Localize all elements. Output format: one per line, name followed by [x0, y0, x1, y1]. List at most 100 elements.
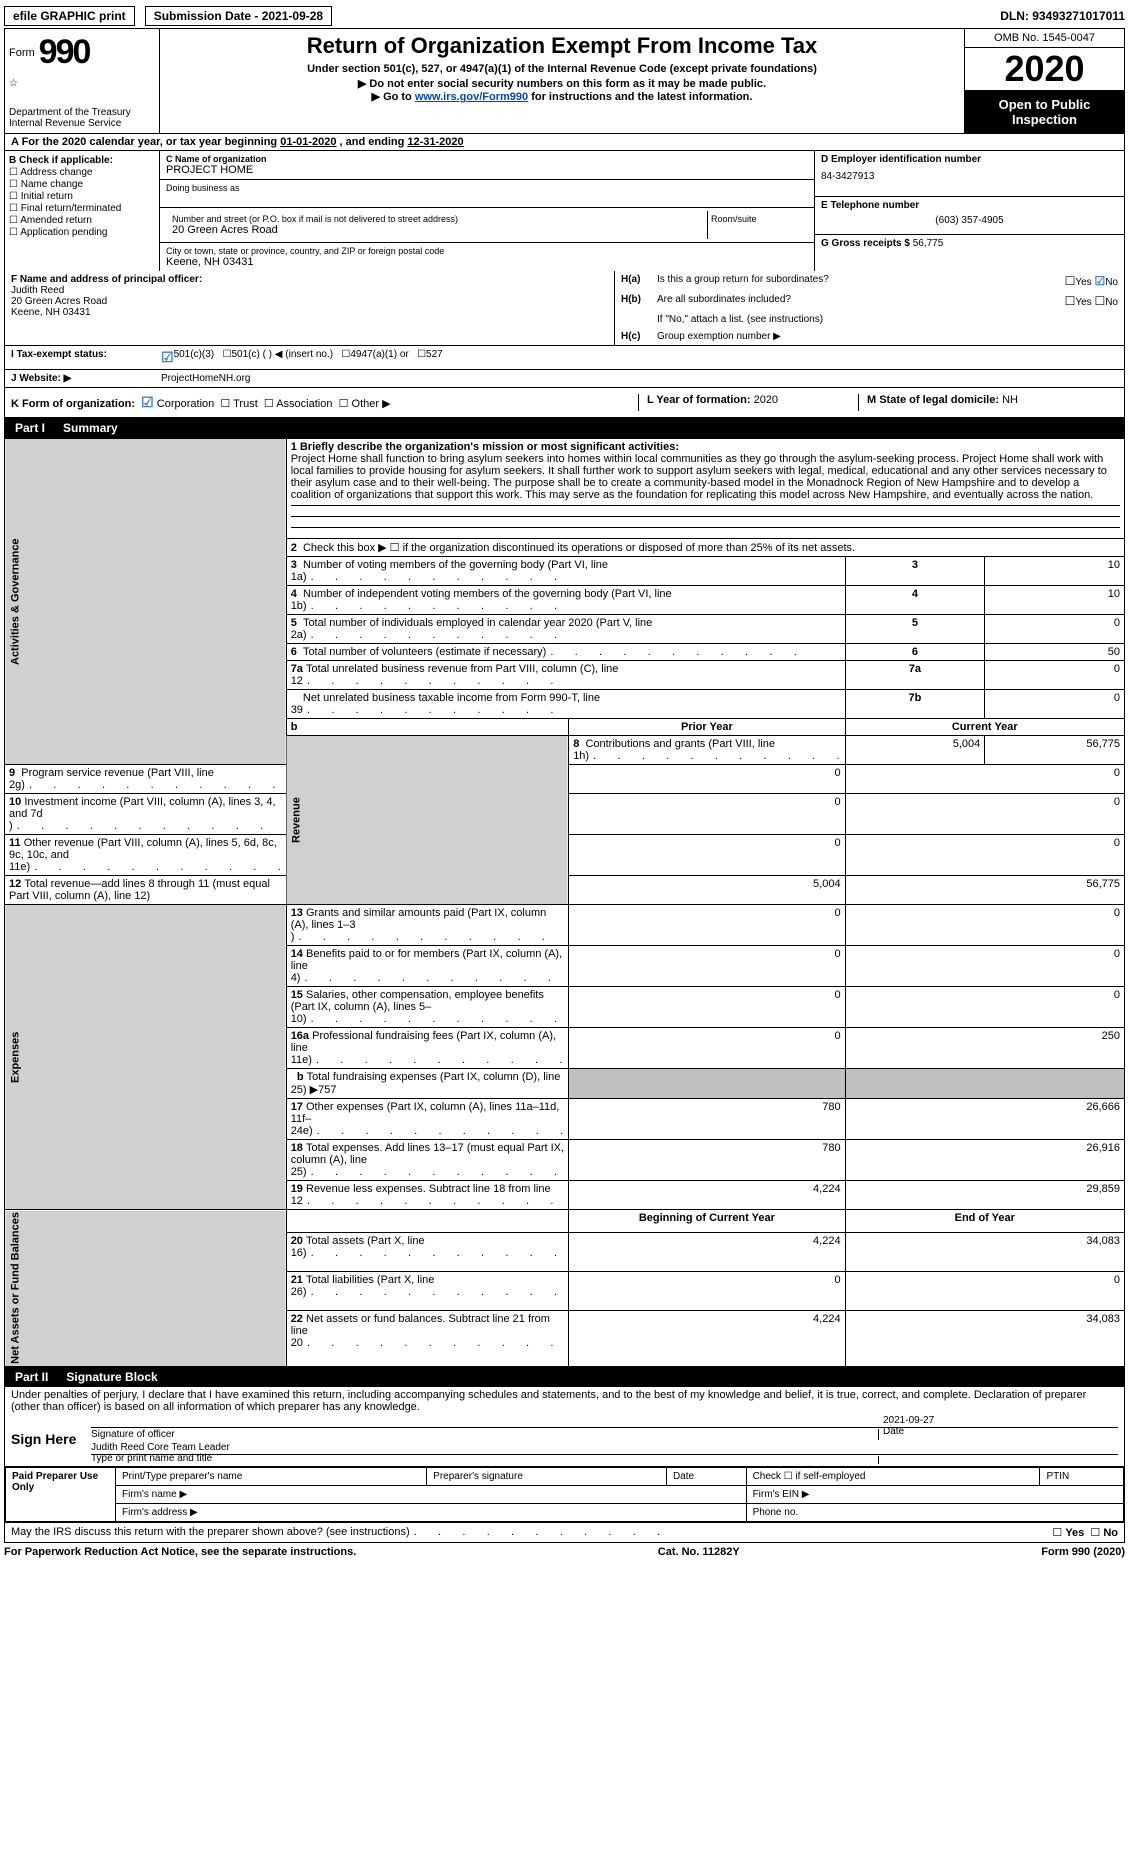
part2-label: Part II [15, 1370, 48, 1384]
firm-addr: Firm's address ▶ [116, 1503, 747, 1521]
ha-yes: Yes [1075, 277, 1091, 288]
prep-self-lbl: Check ☐ if self-employed [746, 1467, 1040, 1485]
calyear-mid: , and ending [336, 136, 407, 148]
chk-address: Address change [20, 167, 92, 178]
form-subtitle: Under section 501(c), 527, or 4947(a)(1)… [168, 63, 956, 75]
part1-label: Part I [15, 421, 45, 435]
prep-name-lbl: Print/Type preparer's name [116, 1467, 427, 1485]
ha-no: No [1105, 277, 1118, 288]
org-name: PROJECT HOME [166, 164, 808, 176]
chk-final: Final return/terminated [21, 203, 122, 214]
501c-other: 501(c) ( ) ◀ (insert no.) [231, 349, 333, 366]
form-title: Return of Organization Exempt From Incom… [168, 33, 956, 59]
city: Keene, NH 03431 [166, 256, 808, 268]
r8-cy: 56,775 [985, 736, 1125, 765]
form-word: Form [9, 47, 35, 59]
r10-cy: 0 [845, 794, 1124, 835]
footer-left: For Paperwork Reduction Act Notice, see … [4, 1546, 356, 1558]
e16b: Total fundraising expenses (Part IX, col… [291, 1071, 561, 1096]
c-label: C Name of organization [166, 154, 267, 164]
e14-cy: 0 [845, 946, 1124, 987]
e13-cy: 0 [845, 905, 1124, 946]
q6-val: 50 [985, 644, 1125, 661]
hb-note: If "No," attach a list. (see instruction… [657, 314, 823, 325]
n20-py: 4,224 [569, 1232, 845, 1271]
hb-no: No [1105, 297, 1118, 308]
q1-label: 1 Briefly describe the organization's mi… [291, 441, 679, 453]
footer-form-num: 990 [1072, 1546, 1090, 1558]
eoy-hdr: End of Year [845, 1210, 1124, 1233]
street-label: Number and street (or P.O. box if mail i… [172, 214, 701, 224]
n21: Total liabilities (Part X, line 26) [291, 1274, 558, 1298]
q3-val: 10 [985, 557, 1125, 586]
n21-py: 0 [569, 1272, 845, 1311]
calyear-prefix: A For the 2020 calendar year, or tax yea… [11, 136, 280, 148]
side-rev: Revenue [286, 736, 569, 905]
hb-yes: Yes [1075, 297, 1091, 308]
r9-py: 0 [569, 765, 845, 794]
j-label: J Website: ▶ [11, 373, 161, 384]
mission-text: Project Home shall function to bring asy… [291, 453, 1107, 501]
q7b: Net unrelated business taxable income fr… [291, 692, 600, 716]
q2: Check this box ▶ ☐ if the organization d… [303, 542, 855, 554]
e19-cy: 29,859 [845, 1181, 1124, 1210]
chk-amended: Amended return [20, 215, 92, 226]
r8-py: 5,004 [845, 736, 985, 765]
year-formation: 2020 [754, 394, 778, 406]
e13: Grants and similar amounts paid (Part IX… [291, 907, 547, 943]
state-domicile: NH [1002, 394, 1018, 406]
chk-initial: Initial return [21, 191, 73, 202]
e18-py: 780 [569, 1140, 845, 1181]
side-exp: Expenses [5, 905, 287, 1210]
k-label: K Form of organization: [11, 398, 135, 410]
n20-cy: 34,083 [845, 1232, 1124, 1271]
k-assoc: Association [276, 398, 332, 410]
g-label: G Gross receipts $ [821, 238, 910, 249]
part2-title: Signature Block [66, 1370, 157, 1384]
sig-name-val: Judith Reed Core Team Leader [91, 1442, 878, 1453]
room-label: Room/suite [711, 214, 805, 224]
officer-name: Judith Reed [11, 285, 608, 296]
prep-date-lbl: Date [666, 1467, 746, 1485]
r10: Investment income (Part VIII, column (A)… [9, 796, 276, 832]
4947a1: 4947(a)(1) or [350, 349, 408, 366]
sig-date-val: 2021-09-27 [883, 1415, 1118, 1426]
e15: Salaries, other compensation, employee b… [291, 989, 558, 1025]
q4: Number of independent voting members of … [291, 588, 672, 612]
irs-discuss: May the IRS discuss this return with the… [11, 1526, 661, 1539]
footer-form-pre: Form [1041, 1546, 1072, 1558]
e17-py: 780 [569, 1099, 845, 1140]
q3-box: 3 [845, 557, 985, 586]
e16a: Professional fundraising fees (Part IX, … [291, 1030, 564, 1066]
q7b-box: 7b [845, 690, 985, 719]
part-1-header: Part I Summary [4, 418, 1125, 438]
e16b-py [569, 1069, 845, 1099]
form-footer: For Paperwork Reduction Act Notice, see … [4, 1543, 1125, 1561]
part-2-header: Part II Signature Block [4, 1367, 1125, 1387]
py-hdr: Prior Year [569, 719, 845, 736]
r11: Other revenue (Part VIII, column (A), li… [9, 837, 282, 873]
l-label: L Year of formation: [647, 394, 751, 406]
q7b-val: 0 [985, 690, 1125, 719]
q7a: Total unrelated business revenue from Pa… [291, 663, 619, 687]
sig-declare: Under penalties of perjury, I declare th… [11, 1389, 1118, 1413]
r8: Contributions and grants (Part VIII, lin… [573, 738, 840, 762]
r11-cy: 0 [845, 835, 1124, 876]
irs-link[interactable]: www.irs.gov/Form990 [415, 91, 528, 103]
b-title: B Check if applicable: [9, 155, 155, 166]
e13-py: 0 [569, 905, 845, 946]
gross-receipts: 56,775 [913, 238, 944, 249]
top-bar: efile GRAPHIC print Submission Date - 20… [4, 4, 1125, 28]
r12-py: 5,004 [569, 876, 845, 905]
firm-ein: Firm's EIN ▶ [746, 1485, 1123, 1503]
n22: Net assets or fund balances. Subtract li… [291, 1313, 555, 1349]
q5: Total number of individuals employed in … [291, 617, 653, 641]
prep-sig-lbl: Preparer's signature [427, 1467, 667, 1485]
dba-label: Doing business as [166, 183, 808, 193]
f-label: F Name and address of principal officer: [11, 274, 202, 285]
side-nab: Net Assets or Fund Balances [5, 1210, 287, 1367]
ein: 84-3427913 [821, 171, 1118, 182]
efile-label: efile GRAPHIC print [4, 6, 135, 26]
form-number: 990 [39, 33, 90, 72]
e15-py: 0 [569, 987, 845, 1028]
